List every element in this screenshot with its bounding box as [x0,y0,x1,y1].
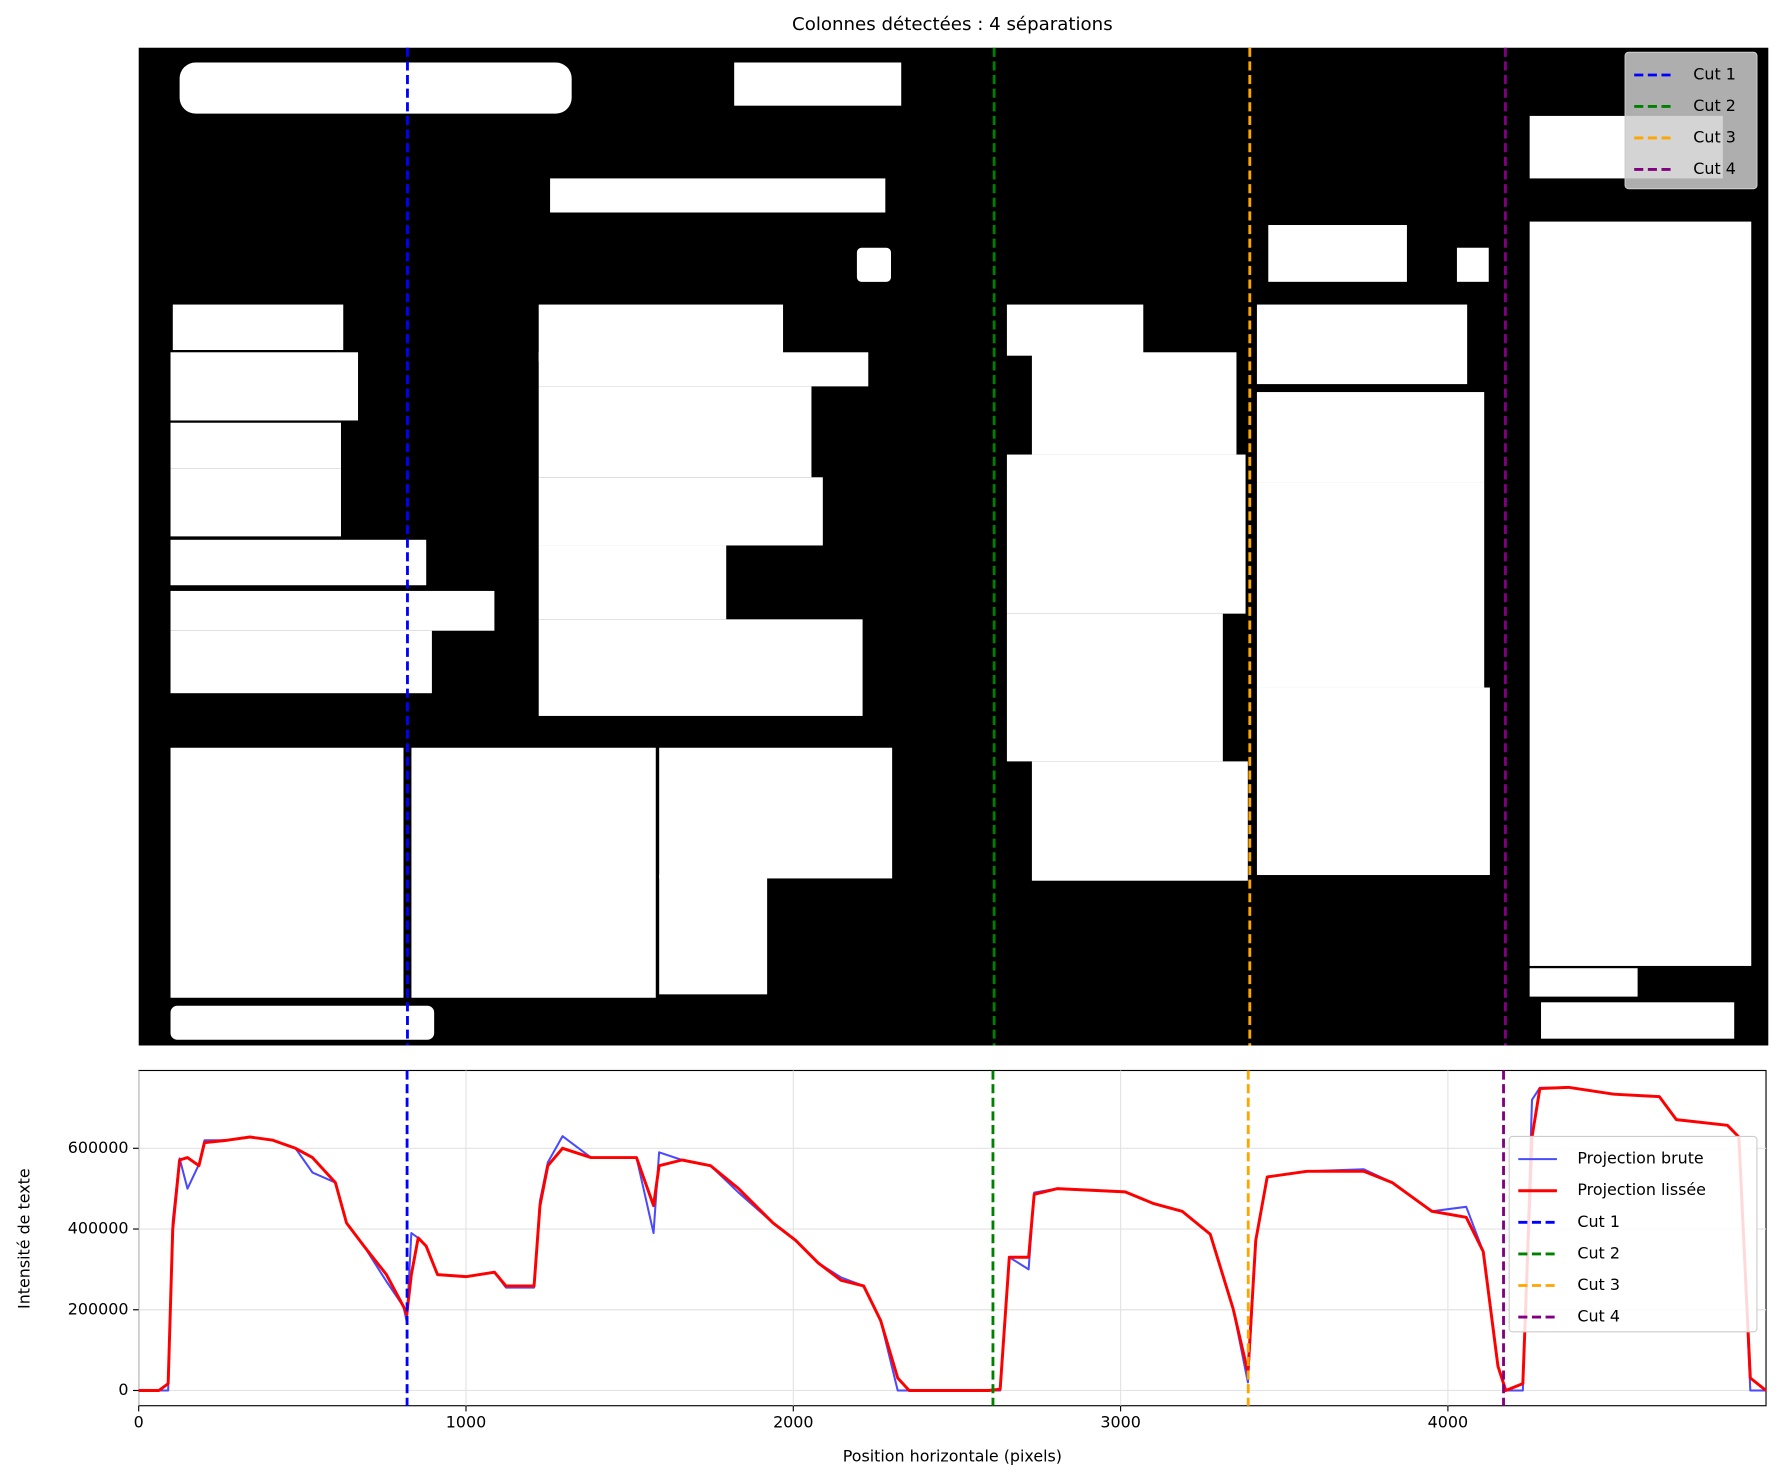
legend-box [1508,1135,1758,1333]
legend-label: Projection lissée [1577,1180,1706,1199]
x-axis-label: Position horizontale (pixels) [843,1446,1062,1465]
y-tick-label: 400000 [68,1219,129,1238]
x-tick-label: 2000 [773,1412,813,1431]
y-axis-label: Intensité de texte [15,1168,34,1309]
series-line [138,1085,1767,1392]
text-blocks [170,62,1752,1040]
legend-label: Cut 1 [1577,1212,1620,1231]
x-tick-label: 1000 [446,1412,486,1431]
legend-label: Cut 2 [1577,1243,1620,1262]
legend-label: Cut 4 [1577,1307,1620,1326]
x-tick-label: 0 [134,1412,144,1431]
y-tick-label: 200000 [68,1299,129,1318]
legend-label: Cut 3 [1693,127,1736,146]
legend-box [1624,51,1758,190]
legend-label: Cut 4 [1693,159,1736,178]
legend-label: Cut 2 [1693,96,1736,115]
x-tick-label: 4000 [1428,1412,1468,1431]
legend-label: Cut 1 [1693,65,1736,84]
legend-label: Projection brute [1577,1149,1703,1168]
y-tick-label: 0 [118,1380,128,1399]
y-tick-label: 600000 [68,1138,129,1157]
legend-label: Cut 3 [1577,1275,1620,1294]
x-tick-label: 3000 [1100,1412,1140,1431]
chart-title: Colonnes détectées : 4 séparations [792,14,1113,35]
